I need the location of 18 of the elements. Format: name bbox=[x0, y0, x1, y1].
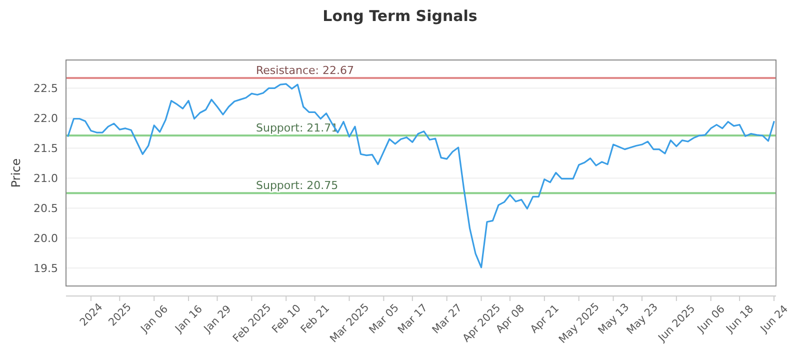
x-tick-label: Mar 27 bbox=[430, 302, 464, 336]
x-tick-label: Apr 21 bbox=[528, 302, 562, 336]
y-tick-label: 22.0 bbox=[34, 112, 58, 126]
y-tick-label: 20.0 bbox=[34, 232, 58, 246]
y-tick-label: 20.5 bbox=[34, 202, 58, 216]
line-series bbox=[67, 83, 775, 268]
ref-line-label: Support: 20.75 bbox=[256, 179, 338, 192]
chart-title: Long Term Signals bbox=[322, 7, 478, 25]
x-tick-label: Jan 06 bbox=[138, 302, 171, 336]
y-tick-label: 21.5 bbox=[34, 142, 58, 156]
y-tick-label: 19.5 bbox=[34, 262, 58, 276]
y-axis-title: Price bbox=[9, 158, 23, 188]
y-tick-label: 21.0 bbox=[34, 172, 58, 186]
x-tick-label: Jun 18 bbox=[723, 303, 756, 336]
y-tick-label: 22.5 bbox=[34, 82, 58, 96]
x-tick-label: Jun 24 bbox=[758, 302, 791, 336]
x-tick-label: Feb 21 bbox=[298, 302, 332, 336]
ref-line-label: Resistance: 22.67 bbox=[256, 64, 354, 77]
